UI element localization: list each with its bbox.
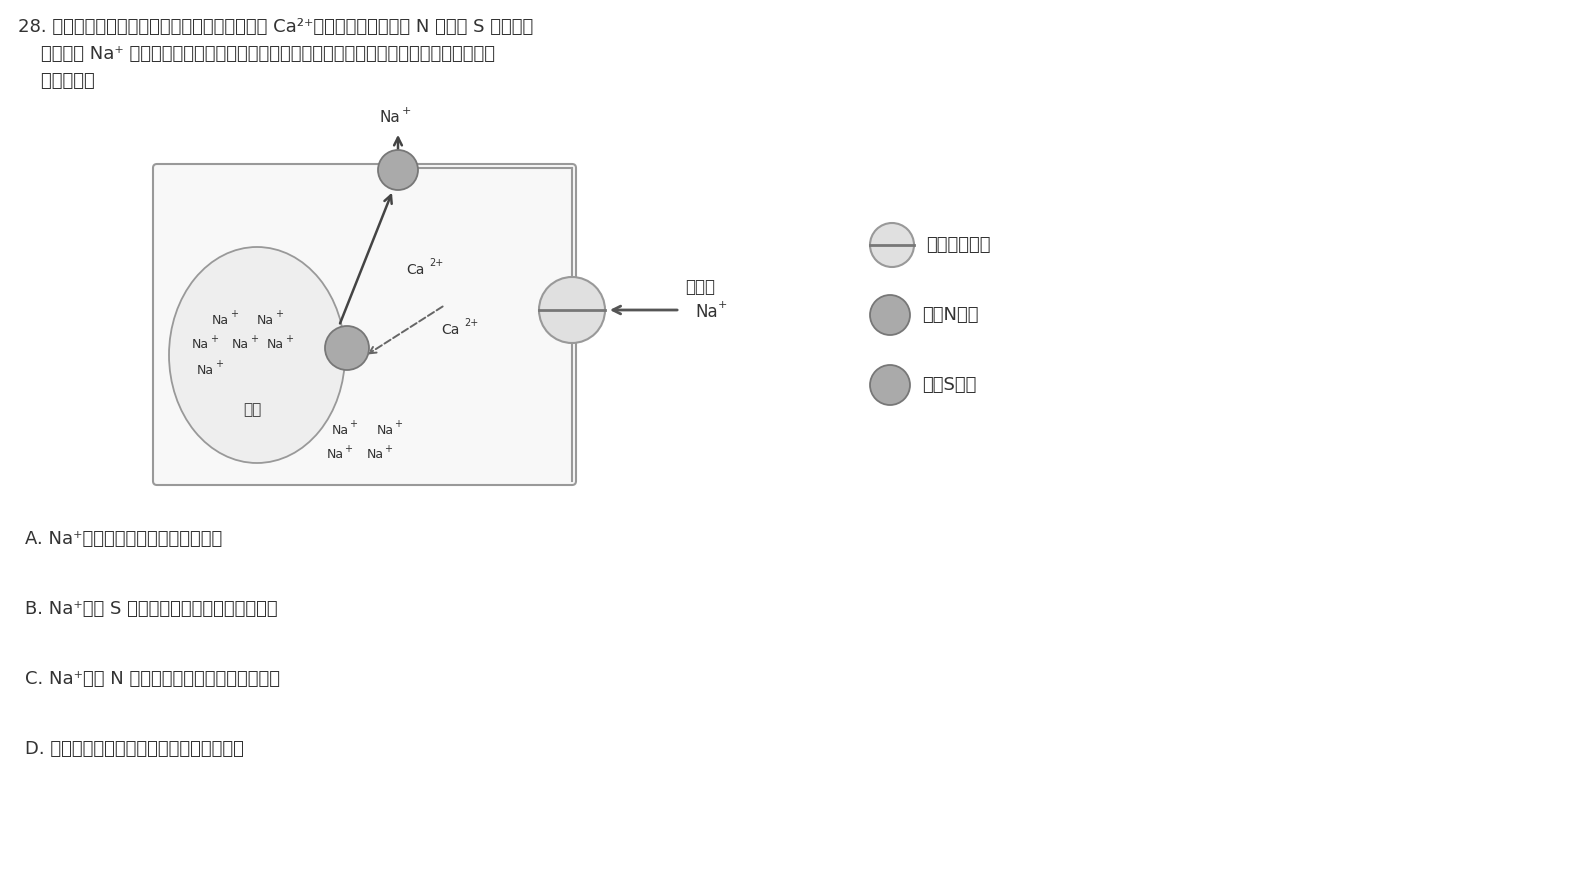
Circle shape xyxy=(870,295,909,335)
FancyBboxPatch shape xyxy=(152,164,576,485)
Text: N: N xyxy=(884,307,897,322)
Text: Na: Na xyxy=(379,111,400,126)
Text: A. Na⁺通过协助扩散的方式进入细胞: A. Na⁺通过协助扩散的方式进入细胞 xyxy=(25,530,222,548)
Text: +: + xyxy=(717,300,727,310)
Text: +: + xyxy=(275,309,282,319)
Circle shape xyxy=(378,150,417,190)
Text: 28. 当某耐盐植物处于高盐环境中时，其根细胞内 Ca²⁺浓度升高，通过激活 N 蛋白和 S 蛋白，使: 28. 当某耐盐植物处于高盐环境中时，其根细胞内 Ca²⁺浓度升高，通过激活 N… xyxy=(17,18,533,36)
Text: +: + xyxy=(214,359,224,369)
Text: +: + xyxy=(286,334,294,344)
Text: Ca: Ca xyxy=(441,323,459,337)
Text: Na: Na xyxy=(376,423,394,436)
Text: Na: Na xyxy=(257,313,273,327)
Text: 2+: 2+ xyxy=(428,258,443,268)
Text: 2+: 2+ xyxy=(463,318,478,328)
Ellipse shape xyxy=(168,247,344,463)
Circle shape xyxy=(540,277,605,343)
Text: +: + xyxy=(344,444,352,454)
Text: S: S xyxy=(884,377,895,393)
Text: +: + xyxy=(251,334,259,344)
Text: 表示N蛋白: 表示N蛋白 xyxy=(922,306,979,324)
Text: 表示通道蛋白: 表示通道蛋白 xyxy=(925,236,990,254)
Text: Na: Na xyxy=(192,339,208,352)
Text: 细胞质中 Na⁺ 的浓度恢复正常水平，缓解蛋白质变性，其耐盐机制如下图所示。下列相关叙: 细胞质中 Na⁺ 的浓度恢复正常水平，缓解蛋白质变性，其耐盐机制如下图所示。下列… xyxy=(17,45,495,63)
Circle shape xyxy=(325,326,370,370)
Text: 表示S蛋白: 表示S蛋白 xyxy=(922,376,976,394)
Text: +: + xyxy=(349,419,357,429)
Text: C. Na⁺通过 N 蛋白以主动运输的方式运入液泡: C. Na⁺通过 N 蛋白以主动运输的方式运入液泡 xyxy=(25,670,279,688)
Text: Na: Na xyxy=(211,313,229,327)
Text: B. Na⁺通过 S 蛋白以协助扩散的方式排出细胞: B. Na⁺通过 S 蛋白以协助扩散的方式排出细胞 xyxy=(25,600,278,618)
Text: +: + xyxy=(230,309,238,319)
Text: Na: Na xyxy=(232,339,249,352)
Text: 述错误的是: 述错误的是 xyxy=(17,72,95,90)
Text: Na: Na xyxy=(367,449,384,462)
Text: +: + xyxy=(209,334,217,344)
Text: D. 若胞内蛋白质变性，则该蛋白贤功能丧失: D. 若胞内蛋白质变性，则该蛋白贤功能丧失 xyxy=(25,740,244,758)
Circle shape xyxy=(870,365,909,405)
Text: +: + xyxy=(394,419,402,429)
Text: Na: Na xyxy=(332,423,349,436)
Text: Na: Na xyxy=(267,339,284,352)
Text: 液泡: 液泡 xyxy=(243,402,262,417)
Text: Ca: Ca xyxy=(406,263,424,277)
Text: +: + xyxy=(402,106,411,116)
Text: +: + xyxy=(384,444,392,454)
Text: 高浓度: 高浓度 xyxy=(686,278,716,296)
Circle shape xyxy=(870,223,914,267)
Text: Na: Na xyxy=(327,449,343,462)
Text: N: N xyxy=(341,340,354,355)
Text: Na: Na xyxy=(695,303,717,321)
Text: Na: Na xyxy=(197,363,214,376)
Text: S: S xyxy=(392,162,403,177)
